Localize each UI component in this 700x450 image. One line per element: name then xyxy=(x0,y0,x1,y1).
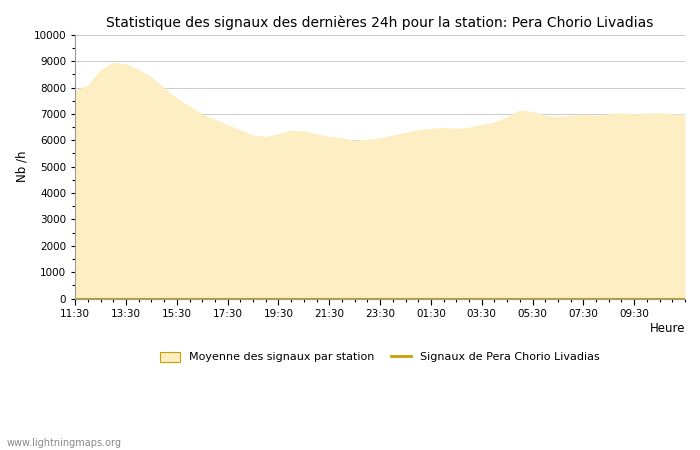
Legend: Moyenne des signaux par station, Signaux de Pera Chorio Livadias: Moyenne des signaux par station, Signaux… xyxy=(156,347,604,367)
Y-axis label: Nb /h: Nb /h xyxy=(15,151,28,182)
X-axis label: Heure: Heure xyxy=(650,322,685,335)
Text: www.lightningmaps.org: www.lightningmaps.org xyxy=(7,438,122,448)
Title: Statistique des signaux des dernières 24h pour la station: Pera Chorio Livadias: Statistique des signaux des dernières 24… xyxy=(106,15,654,30)
